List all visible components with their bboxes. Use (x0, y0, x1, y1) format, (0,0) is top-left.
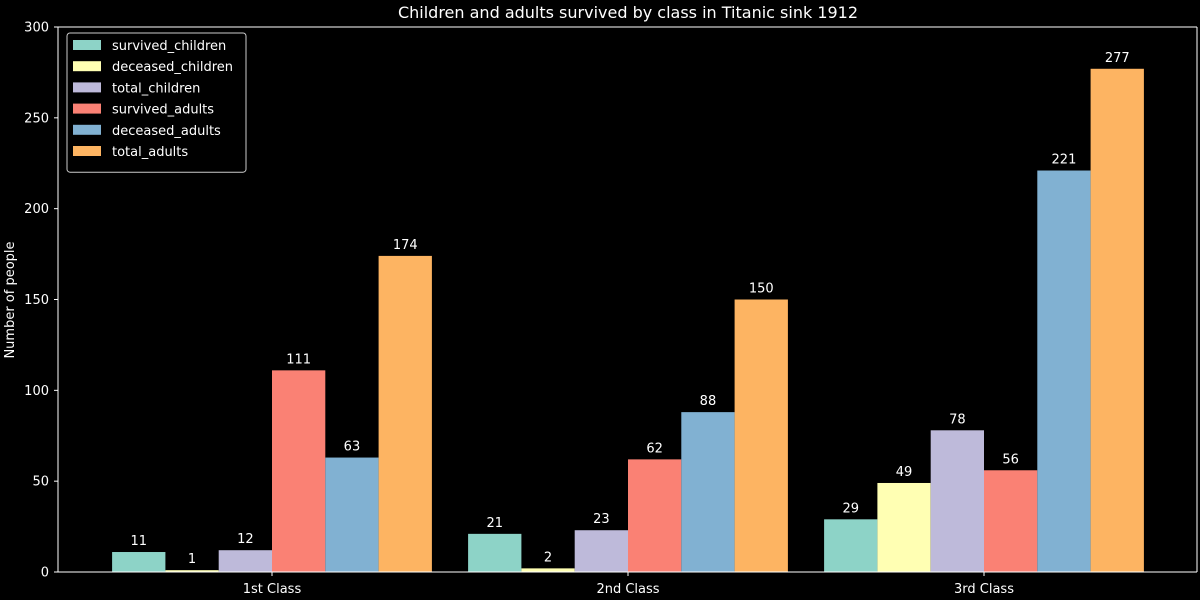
bar-deceased-children-2 (521, 568, 575, 572)
bar-value-label: 29 (842, 501, 859, 516)
bar-total-adults-2 (734, 299, 788, 572)
bar-total-adults-1 (378, 255, 432, 572)
bar-deceased-adults-2 (681, 412, 735, 572)
bar-survived-adults-3 (984, 470, 1038, 572)
bar-total-children-3 (930, 430, 984, 572)
bar-value-label: 111 (286, 352, 311, 367)
y-tick-label: 50 (32, 475, 49, 490)
legend: survived_children deceased_children total_… (66, 32, 247, 173)
bar-survived-children-3 (824, 519, 878, 572)
bar-value-label: 11 (130, 534, 147, 549)
bar-survived-adults-2 (628, 459, 682, 572)
bar-total-children-2 (574, 530, 628, 572)
bar-deceased-adults-3 (1037, 170, 1091, 572)
bar-value-label: 12 (237, 532, 254, 547)
y-tick-label: 200 (24, 202, 49, 217)
x-tick-label: 3rd Class (954, 582, 1014, 597)
bar-value-label: 78 (949, 412, 966, 427)
y-tick-label: 0 (41, 566, 49, 581)
x-tick-label: 1st Class (243, 582, 302, 597)
chart-title: Children and adults survived by class in… (398, 3, 858, 22)
bar-value-label: 277 (1105, 51, 1130, 66)
bar-survived-children-1 (112, 552, 166, 572)
bar-value-label: 62 (646, 441, 663, 456)
x-tick-label: 2nd Class (596, 582, 659, 597)
bar-value-label: 21 (486, 516, 503, 531)
bar-value-label: 150 (749, 282, 774, 297)
bar-deceased-children-1 (165, 570, 219, 572)
bar-value-label: 49 (896, 465, 913, 480)
bar-deceased-adults-1 (325, 457, 379, 572)
legend-swatch (73, 103, 101, 114)
legend-box (66, 32, 247, 173)
y-tick-label: 300 (24, 21, 49, 36)
bar-value-label: 23 (593, 512, 610, 527)
axes-layer: 0 50 100 150 200 250 300 1st Class 2nd Class 3rd … (24, 21, 1198, 597)
bar-value-label: 2 (544, 550, 552, 565)
legend-swatch (73, 124, 101, 135)
legend-entry-label: deceased_children (112, 60, 233, 75)
legend-swatch (73, 40, 101, 50)
legend-entry-label: survived_children (112, 39, 226, 54)
bar-value-label: 56 (1002, 452, 1019, 467)
bar-value-label: 88 (700, 394, 717, 409)
bar-total-children-1 (218, 550, 272, 572)
bar-value-label: 221 (1052, 153, 1077, 168)
bar-value-label: 174 (393, 238, 418, 253)
bar-survived-children-2 (468, 533, 522, 572)
legend-swatch (73, 61, 101, 72)
bar-total-adults-3 (1090, 68, 1144, 572)
y-tick-label: 250 (24, 111, 49, 126)
legend-entry-label: total_adults (112, 145, 188, 160)
y-axis-label: Number of people (3, 241, 18, 358)
bar-value-label: 63 (344, 440, 361, 455)
legend-entry-label: total_children (112, 81, 200, 96)
legend-swatch (73, 146, 101, 156)
legend-entry-label: deceased_adults (112, 124, 221, 139)
legend-swatch (73, 82, 101, 93)
bar-deceased-children-3 (877, 482, 931, 572)
bar-value-label: 1 (188, 552, 196, 567)
legend-entry-label: survived_adults (112, 103, 214, 118)
y-tick-label: 150 (24, 293, 49, 308)
y-tick-label: 100 (24, 384, 49, 399)
bars-layer (112, 68, 1144, 572)
bar-survived-adults-1 (272, 370, 326, 572)
